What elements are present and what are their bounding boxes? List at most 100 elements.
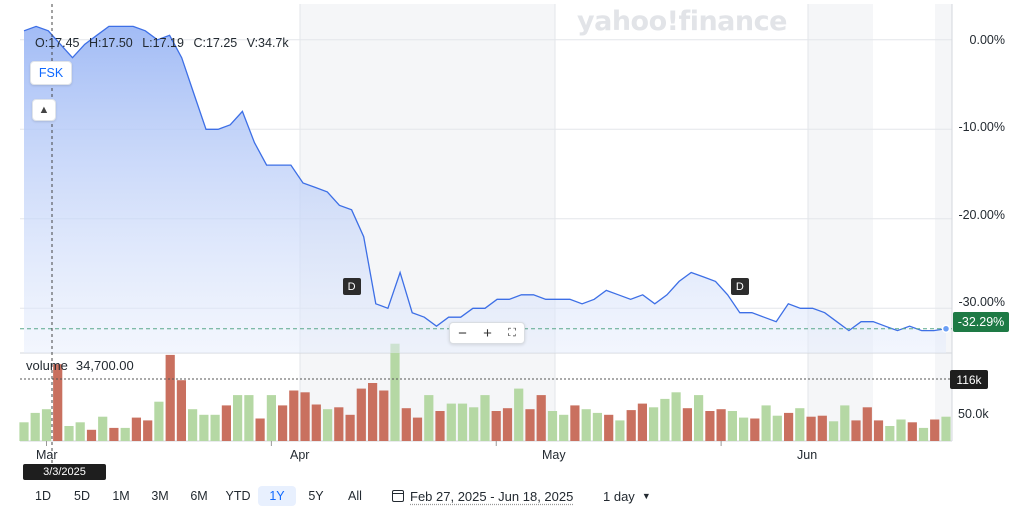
chevron-down-icon: ▼ [641, 491, 651, 501]
volume-bar [817, 415, 827, 441]
volume-bar [795, 408, 805, 441]
date-range-picker[interactable]: Feb 27, 2025 - Jun 18, 2025 [392, 486, 573, 506]
volume-bar [469, 407, 479, 441]
volume-bar [941, 416, 951, 441]
volume-bar [244, 395, 254, 441]
x-tick-marks [45, 441, 722, 446]
volume-bar [356, 388, 366, 441]
range-button-ytd[interactable]: YTD [225, 489, 251, 503]
volume-bar [739, 417, 749, 441]
volume-bar [278, 405, 288, 441]
fit-screen-icon[interactable]: ⛶ [508, 326, 516, 339]
ticker-badge[interactable]: FSK [30, 61, 72, 85]
volume-bars [19, 343, 951, 441]
volume-bar [266, 395, 276, 441]
volume-bar [502, 408, 513, 441]
range-button-5d[interactable]: 5D [74, 489, 90, 503]
volume-bar [412, 417, 423, 441]
volume-bar [334, 407, 344, 441]
volume-bar [885, 426, 895, 441]
volume-bar [345, 414, 355, 441]
close-value: C:17.25 [193, 36, 238, 50]
x-tick-label: Apr [290, 448, 310, 462]
volume-bar [829, 421, 839, 441]
volume-bar [873, 420, 884, 441]
volume-bar [131, 417, 141, 441]
volume-bar [480, 395, 490, 441]
range-button-5y[interactable]: 5Y [308, 489, 324, 503]
volume-bar [784, 412, 794, 441]
calendar-icon [392, 490, 404, 502]
volume-bar [660, 398, 670, 441]
volume-legend-value: 34,700.00 [75, 358, 134, 373]
range-button-1m[interactable]: 1M [112, 489, 130, 503]
volume-bar [255, 418, 265, 441]
volume-bar [64, 426, 74, 441]
interval-dropdown[interactable]: 1 day ▼ [603, 486, 651, 506]
volume-bar [188, 409, 198, 441]
volume-bar [176, 380, 186, 441]
volume-bar [806, 416, 816, 441]
volume-bar [907, 422, 917, 441]
dividend-marker[interactable]: D [730, 278, 749, 295]
volume-bar [547, 411, 558, 441]
volume-bar [559, 414, 569, 441]
volume-bar [918, 427, 929, 441]
volume-bar [761, 405, 771, 441]
volume-bar [896, 419, 906, 441]
high-value: H:17.50 [88, 36, 133, 50]
volume-bar [682, 408, 692, 441]
volume-bar [199, 414, 209, 441]
volume-bar [626, 410, 636, 441]
current-price-dot [941, 324, 951, 333]
crosshair-date-badge: 3/3/2025 [23, 464, 106, 480]
range-selector: 1D 5D 1M 3M 6M YTD 1Y 5Y All [24, 486, 375, 506]
volume-bar [210, 414, 220, 441]
volume-bar [851, 420, 861, 441]
chevron-up-icon: ▲ [38, 104, 50, 116]
volume-bar [120, 427, 130, 441]
volume-bar [323, 409, 333, 441]
volume-bar [446, 403, 456, 441]
current-change-badge: -32.29% [953, 312, 1009, 332]
y-tick-label: -10.00% [958, 120, 1005, 134]
volume-bar [233, 395, 243, 441]
price-area-fill [24, 26, 946, 354]
volume-bar [581, 409, 591, 441]
volume-bar [525, 409, 535, 441]
volume-bar [143, 420, 153, 441]
volume-bar [671, 392, 681, 441]
volume-bar [716, 409, 726, 441]
range-button-1y[interactable]: 1Y [258, 486, 296, 506]
collapse-legend-button[interactable]: ▲ [32, 99, 56, 121]
zoom-out-icon[interactable]: − [458, 324, 467, 342]
volume-bar [694, 395, 704, 441]
volume-bar [840, 405, 850, 441]
volume-bar [514, 388, 524, 441]
range-button-6m[interactable]: 6M [190, 489, 208, 503]
volume-bar [98, 416, 108, 441]
volume-bar [772, 415, 782, 441]
volume-bar [424, 395, 434, 441]
volume-tick-label: 50.0k [958, 407, 989, 421]
volume-bar [570, 405, 580, 441]
range-button-3m[interactable]: 3M [151, 489, 169, 503]
volume-bar [390, 343, 400, 441]
low-value: L:17.19 [142, 36, 184, 50]
volume-bar [311, 404, 321, 441]
volume-bar [109, 427, 119, 441]
zoom-in-icon[interactable]: + [483, 324, 492, 342]
range-button-1d[interactable]: 1D [35, 489, 51, 503]
volume-bar [727, 411, 737, 441]
volume-value: V:34.7k [246, 36, 289, 50]
period-shade-june [808, 4, 873, 441]
volume-bar [19, 422, 29, 441]
range-button-all[interactable]: All [348, 489, 362, 503]
volume-bar [435, 411, 445, 441]
volume-bar [41, 409, 52, 441]
volume-max-badge: 116k [950, 370, 988, 389]
volume-bar [289, 390, 299, 441]
dividend-marker[interactable]: D [342, 278, 361, 295]
volume-bar [637, 403, 647, 441]
